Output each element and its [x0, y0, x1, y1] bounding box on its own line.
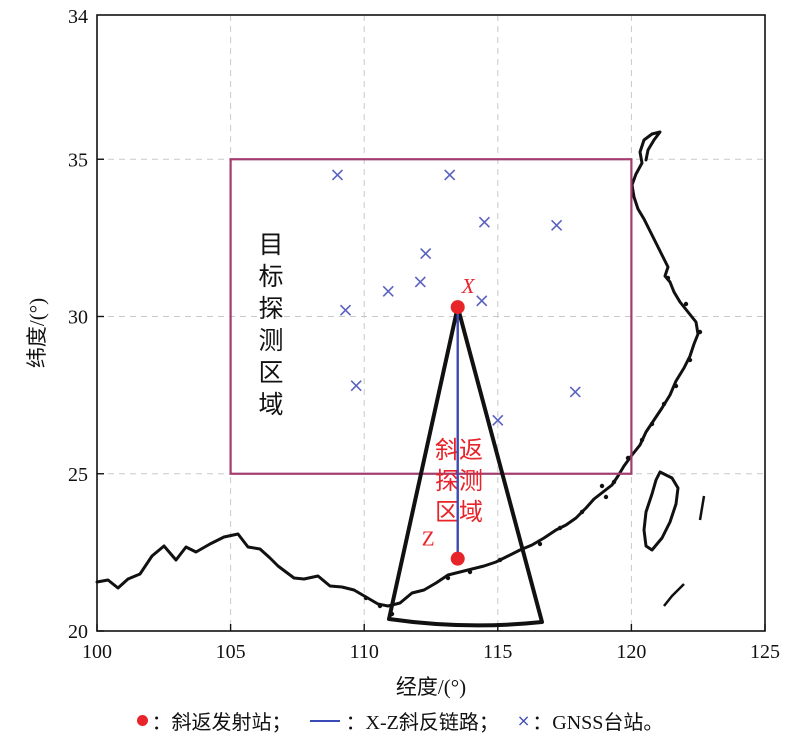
coastal-island-dot: [497, 557, 503, 563]
x-tick-label: 115: [483, 641, 512, 663]
gnss-station-marker: [476, 295, 488, 307]
gnss-cross-stroke: [476, 295, 488, 307]
coastal-island-dot: [537, 541, 543, 547]
coastal-island-dot: [603, 494, 609, 500]
coastal-island-dot: [687, 357, 693, 363]
y-tick-label-top: 34: [68, 6, 88, 28]
coastal-island-dot: [599, 483, 605, 489]
transmitter-marker: [450, 300, 465, 315]
gnss-cross-stroke: [569, 386, 581, 398]
target-region-label-char: 测: [258, 326, 283, 355]
gnss-cross-icon: ×: [516, 711, 531, 730]
gnss-cross-stroke: [492, 414, 504, 426]
target-region-label-char: 探: [258, 294, 283, 323]
gnss-cross-stroke: [478, 216, 491, 228]
receiver-label: Z: [422, 527, 435, 551]
gnss-cross-stroke: [350, 380, 362, 392]
plot-frame: [96, 14, 766, 632]
y-tick-label: 30: [68, 307, 88, 329]
gnss-station-marker: [331, 169, 344, 181]
coastal-island-dot: [445, 575, 451, 581]
transmitter-label: X: [461, 274, 476, 298]
transmitter-dot-icon: [136, 715, 148, 726]
gnss-station-marker: [551, 219, 563, 231]
mainland-coastline: [95, 130, 700, 608]
x-tick-label: 110: [350, 641, 379, 663]
coastal-island-dot: [611, 479, 617, 485]
coastal-island-dot: [665, 275, 671, 281]
x-tick-label: 125: [750, 641, 780, 663]
y-tick-label: 20: [68, 621, 88, 643]
coastal-island-dot: [579, 509, 585, 515]
y-tick-label: 25: [68, 464, 88, 486]
island-southeast: [663, 583, 685, 607]
coastal-island-dot: [697, 329, 703, 335]
gnss-station-marker: [478, 216, 491, 228]
target-region-label-char: 域: [258, 390, 283, 419]
x-axis-label: 经度/(°): [396, 675, 466, 699]
gnss-cross-stroke: [414, 276, 426, 288]
coastal-island-dot: [377, 603, 383, 609]
gnss-station-marker: [492, 414, 504, 426]
island-east: [698, 495, 706, 521]
backscatter-label-line: 区域: [435, 498, 483, 526]
legend: ：斜返发射站； ：X-Z斜反链路； × ：GNSS台站。: [0, 706, 800, 735]
gnss-cross-stroke: [339, 304, 352, 316]
gnss-cross-stroke: [331, 169, 344, 181]
coastal-island-dot: [649, 421, 655, 427]
coastal-island-dot: [557, 525, 563, 531]
x-tick-label: 100: [82, 641, 112, 663]
coastal-island-dot: [661, 401, 667, 407]
gnss-cross-stroke: [551, 219, 563, 231]
coastal-island-dot: [639, 437, 645, 443]
backscatter-sector: [387, 305, 544, 628]
gnss-station-marker: [382, 285, 394, 297]
coastal-island-dot: [625, 455, 631, 461]
legend-link-text: ：X-Z斜反链路；: [345, 712, 499, 734]
gnss-station-marker: [339, 304, 352, 316]
gnss-station-marker: [420, 248, 432, 260]
target-region-label-char: 区: [258, 358, 283, 387]
backscatter-label-line: 斜返: [435, 436, 483, 464]
target-region-label-char: 目: [258, 230, 283, 259]
y-axis-label: 纬度/(°): [25, 298, 49, 368]
coastal-island-dot: [467, 569, 473, 575]
gnss-cross-stroke: [420, 248, 432, 260]
x-tick-label: 120: [616, 641, 646, 663]
gnss-station-marker: [444, 169, 456, 181]
coastal-island-dot: [363, 595, 369, 601]
gnss-station-marker: [350, 380, 362, 392]
gnss-cross-stroke: [382, 285, 394, 297]
target-region-box: [229, 158, 633, 475]
y-tick-label: 35: [68, 149, 88, 171]
axis-ticks: 100 105 110 115 120 125 20 25 30 35 34: [68, 6, 780, 663]
target-region-label-char: 标: [258, 262, 283, 291]
gnss-station-marker: [414, 276, 426, 288]
backscatter-label-line: 探测: [435, 467, 483, 495]
taiwan-outline: [642, 470, 680, 552]
link-line-icon: [309, 719, 340, 722]
coastal-island-dot: [683, 301, 689, 307]
gnss-cross-stroke: [444, 169, 456, 181]
coastal-island-dot: [673, 383, 679, 389]
legend-gnss-text: ：GNSS台站。: [532, 712, 664, 734]
gnss-station-marker: [569, 386, 581, 398]
receiver-marker: [450, 551, 465, 566]
legend-transmitter-text: ：斜返发射站；: [151, 712, 292, 734]
x-tick-label: 105: [216, 641, 246, 663]
